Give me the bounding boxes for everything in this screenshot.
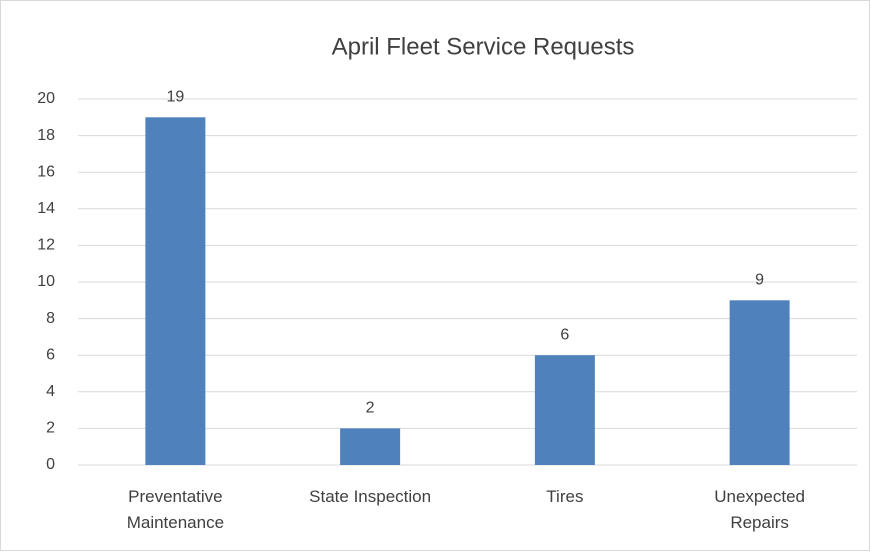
x-tick-label: Preventative Maintenance: [126, 487, 225, 532]
bar: [534, 355, 595, 465]
y-tick-label: 0: [46, 456, 55, 473]
y-tick-label: 10: [37, 273, 55, 290]
y-tick-label: 12: [37, 237, 55, 254]
data-label: 6: [560, 326, 569, 343]
y-tick-label: 4: [46, 383, 55, 400]
y-tick-label: 20: [37, 90, 55, 107]
data-label: 9: [755, 272, 764, 289]
y-tick-label: 6: [46, 346, 55, 363]
y-tick-label: 18: [37, 127, 55, 144]
y-tick-label: 16: [37, 163, 55, 180]
y-tick-label: 14: [37, 200, 55, 217]
bar: [145, 117, 206, 466]
bar: [340, 428, 401, 465]
y-tick-label: 8: [46, 310, 55, 327]
x-tick-label: Unexpected Repairs: [714, 487, 805, 532]
y-tick-label: 2: [46, 420, 55, 437]
chart-title: April Fleet Service Requests: [332, 33, 635, 60]
x-tick-label: Tires: [546, 487, 584, 506]
data-label: 2: [366, 400, 375, 417]
bar: [729, 300, 790, 465]
data-label: 19: [166, 89, 184, 106]
x-tick-label: State Inspection: [309, 487, 432, 506]
